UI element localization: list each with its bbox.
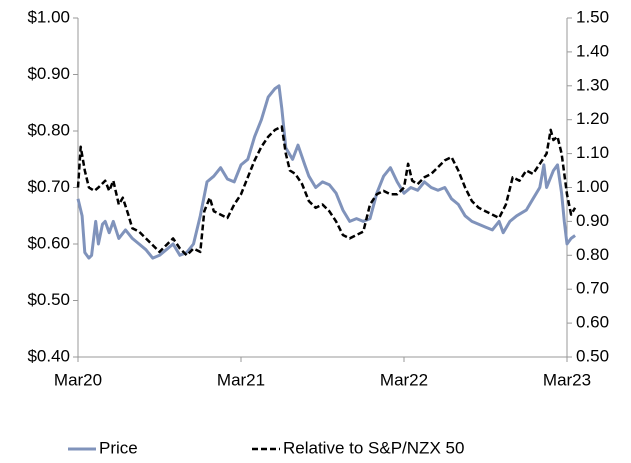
y2-tick-label: 1.50 [576, 7, 609, 26]
series-line [76, 125, 577, 257]
x-tick-label: Mar22 [380, 370, 428, 389]
y2-tick-label: 1.40 [576, 41, 609, 60]
y-tick-label: $0.70 [27, 177, 70, 196]
y2-tick-label: 0.70 [576, 279, 609, 298]
y-tick-label: $0.90 [27, 64, 70, 83]
y2-tick-label: 0.90 [576, 211, 609, 230]
y2-tick-label: 1.10 [576, 143, 609, 162]
x-tick-label: Mar21 [217, 370, 265, 389]
legend-label: Price [99, 438, 138, 457]
legend-label: Relative to S&P/NZX 50 [283, 438, 464, 457]
y2-tick-label: 1.30 [576, 75, 609, 94]
x-tick-label: Mar23 [543, 370, 591, 389]
y-tick-label: $0.60 [27, 233, 70, 252]
y2-tick-label: 0.60 [576, 313, 609, 332]
y-tick-label: $0.40 [27, 346, 70, 365]
y2-tick-label: 0.80 [576, 245, 609, 264]
y-tick-label: $0.50 [27, 290, 70, 309]
series-line [76, 84, 576, 260]
y-tick-label: $0.80 [27, 120, 70, 139]
x-tick-label: Mar20 [54, 370, 102, 389]
y-tick-label: $1.00 [27, 7, 70, 26]
y2-tick-label: 1.00 [576, 177, 609, 196]
y2-tick-label: 1.20 [576, 109, 609, 128]
y2-tick-label: 0.50 [576, 346, 609, 365]
